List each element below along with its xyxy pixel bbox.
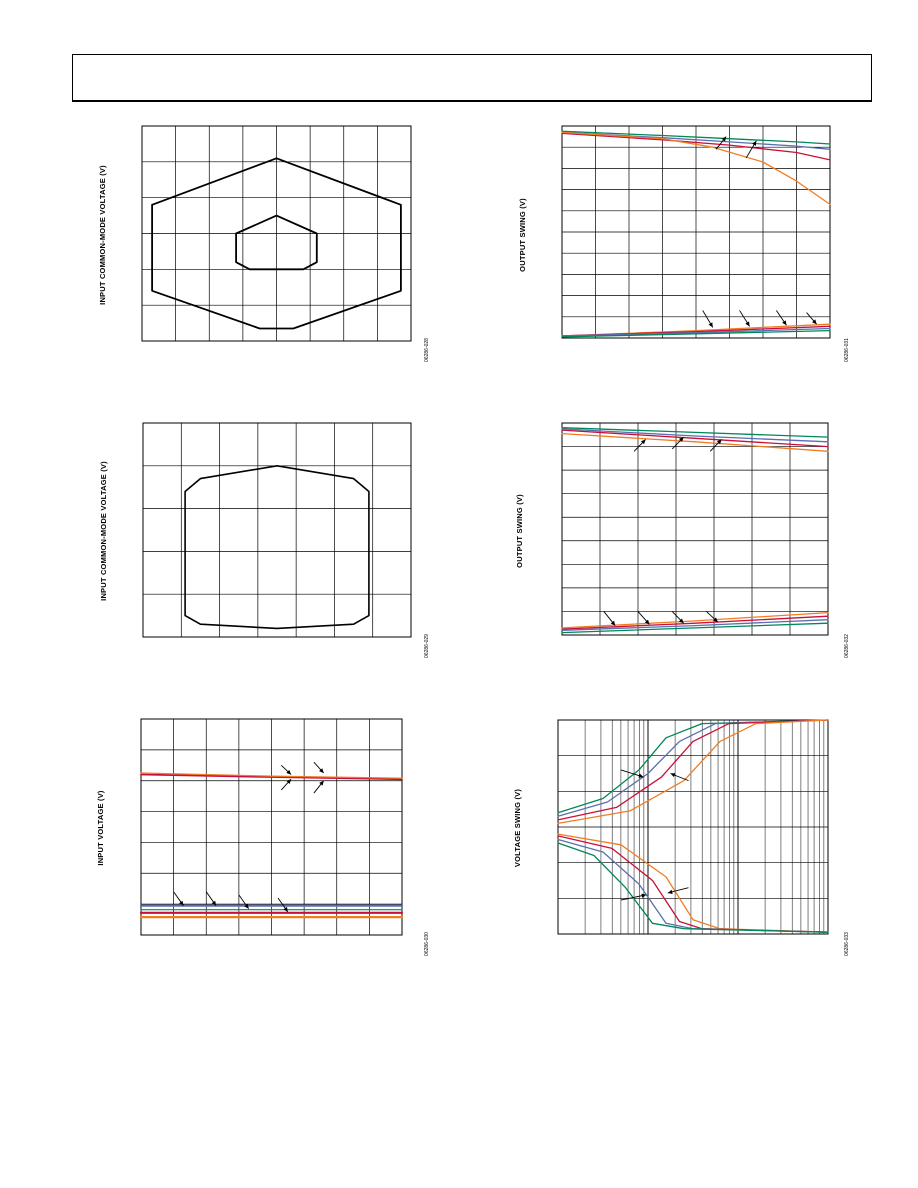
chart-6-y-axis-label: VOLTAGE SWING (V) <box>513 789 522 867</box>
page-header-box <box>72 54 872 102</box>
annotation-arrowhead <box>708 322 713 328</box>
annotation-arrowhead <box>179 900 184 906</box>
series-line-7 <box>561 327 831 337</box>
chart-3-input-cm-voltage: INPUT COMMON-MODE VOLTAGE (V) 06286-029 <box>99 422 430 658</box>
series-line-1 <box>151 157 402 330</box>
annotation-arrowhead <box>641 893 647 898</box>
annotation-arrowhead <box>678 437 684 442</box>
chart-5-figure-id: 06286-030 <box>424 932 430 956</box>
chart-2-y-axis-label: OUTPUT SWING (V) <box>518 198 527 272</box>
annotation-arrowhead <box>670 773 676 778</box>
series-line-4 <box>561 432 829 452</box>
annotation-arrowhead <box>283 906 288 912</box>
series-line-4 <box>561 131 831 206</box>
annotation-arrowhead <box>319 768 324 773</box>
series-line-5 <box>557 833 829 933</box>
annotation-arrowhead <box>713 617 718 623</box>
series-line-1 <box>140 773 403 781</box>
chart-2-plot-area <box>561 125 831 339</box>
series-line-3 <box>557 719 829 821</box>
annotation-arrowhead <box>716 439 722 445</box>
chart-4-plot-area <box>561 422 829 636</box>
chart-1-y-axis-label: INPUT COMMON-MODE VOLTAGE (V) <box>98 165 107 305</box>
annotation-arrowhead <box>678 618 684 624</box>
annotation-arrowhead <box>638 773 644 778</box>
annotation-arrowhead <box>644 619 650 625</box>
chart-1-input-cm-voltage: INPUT COMMON-MODE VOLTAGE (V) 06286-028 <box>98 125 430 362</box>
annotation-arrowhead <box>640 439 646 445</box>
annotation-arrowhead <box>782 320 787 326</box>
chart-5-y-axis-label: INPUT VOLTAGE (V) <box>96 790 105 866</box>
chart-6-figure-id: 06286-033 <box>844 932 850 956</box>
series-line-5 <box>561 611 829 629</box>
chart-6-plot-area <box>557 719 829 935</box>
chart-4-output-swing: OUTPUT SWING (V) 06286-032 <box>515 422 850 658</box>
series-line-8 <box>561 329 831 338</box>
plot-frame <box>141 125 412 342</box>
plot-frame <box>140 718 403 936</box>
annotation-arrowhead <box>319 780 324 786</box>
series-line-2 <box>235 214 318 271</box>
chart-2-output-swing: OUTPUT SWING (V) 06286-031 <box>518 125 850 362</box>
chart-6-voltage-swing: VOLTAGE SWING (V) 06286-033 <box>513 719 850 956</box>
annotation-arrowhead <box>812 319 817 325</box>
plot-frame <box>142 422 412 638</box>
chart-1-figure-id: 06286-028 <box>424 338 430 362</box>
plot-frame <box>557 719 829 935</box>
chart-3-plot-area <box>142 422 412 638</box>
series-line-1 <box>184 465 370 630</box>
series-line-3 <box>561 132 831 161</box>
series-line-8 <box>561 622 829 634</box>
chart-3-figure-id: 06286-029 <box>424 634 430 658</box>
chart-4-figure-id: 06286-032 <box>844 634 850 658</box>
annotation-arrowhead <box>745 321 750 327</box>
plot-frame <box>561 125 831 339</box>
annotation-arrowhead <box>286 769 292 775</box>
series-line-8 <box>557 842 829 933</box>
series-line-7 <box>561 619 829 631</box>
annotation-arrowhead <box>244 903 249 909</box>
annotation-arrowhead <box>667 889 673 894</box>
series-line-6 <box>561 615 829 630</box>
series-line-2 <box>561 131 831 150</box>
annotation-arrowhead <box>752 140 757 146</box>
plot-frame <box>561 422 829 636</box>
series-line-1 <box>561 130 831 145</box>
chart-5-plot-area <box>139 718 404 936</box>
chart-2-figure-id: 06286-031 <box>844 338 850 362</box>
chart-4-y-axis-label: OUTPUT SWING (V) <box>515 494 524 568</box>
series-line-4 <box>557 719 829 825</box>
annotation-arrowhead <box>721 136 727 142</box>
series-line-7 <box>557 838 829 933</box>
series-line-2 <box>557 719 829 817</box>
annotation-arrowhead <box>610 620 616 626</box>
series-line-2 <box>140 772 403 779</box>
series-line-1 <box>557 719 829 814</box>
annotation-arrowhead <box>286 779 292 784</box>
series-line-3 <box>561 429 829 448</box>
series-line-1 <box>561 427 829 438</box>
series-line-2 <box>561 428 829 443</box>
chart-5-input-voltage: INPUT VOLTAGE (V) 06286-030 <box>96 718 430 956</box>
chart-3-y-axis-label: INPUT COMMON-MODE VOLTAGE (V) <box>99 461 108 601</box>
chart-1-plot-area <box>141 125 412 342</box>
annotation-arrowhead <box>211 900 217 906</box>
